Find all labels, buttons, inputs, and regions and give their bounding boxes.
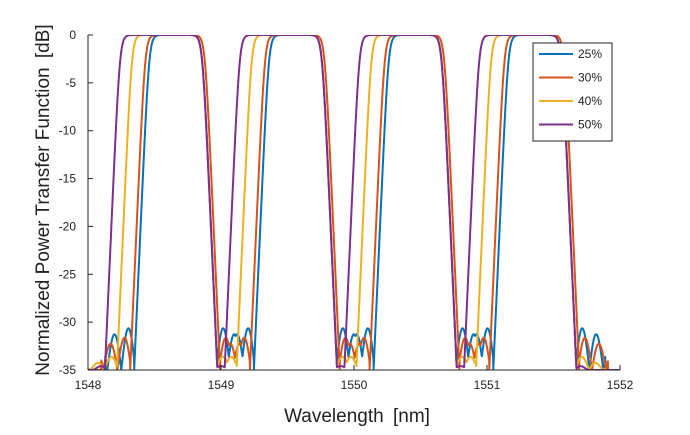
legend-entry-40pct: 40% [539,94,602,108]
plot-area [88,35,620,370]
series-line-25pct [88,35,620,370]
legend-label: 30% [578,71,602,85]
x-axis-unit: [nm] [393,406,430,427]
x-tick-label: 1550 [341,378,368,392]
x-axis-label: Wavelength [284,406,384,427]
x-tick-label: 1548 [75,378,102,392]
y-tick-label: -35 [59,363,77,377]
series-25pct [88,35,620,370]
legend-entry-30pct: 30% [539,71,602,85]
x-tick-label: 1549 [208,378,235,392]
y-tick-label: -30 [59,315,77,329]
legend-entry-50pct: 50% [539,118,602,132]
legend: 25% 30% 40% 50% [532,42,613,142]
y-tick-label: 0 [69,28,76,42]
y-tick-label: -25 [59,267,77,281]
series-30pct [88,35,620,370]
legend-label: 40% [578,94,602,108]
series-line-40pct [88,35,620,370]
series-line-30pct [88,35,620,370]
y-tick-label: -5 [65,76,76,90]
y-tick-label: -20 [59,219,77,233]
x-tick-label: 1551 [474,378,501,392]
y-axis-unit: [dB] [33,24,54,58]
y-tick-label: -10 [59,124,77,138]
x-tick-label: 1552 [607,378,634,392]
ticks-layer: 1548 1549 1550 1551 1552 0 -5 -10 -15 -20 -25 -30 -3… [59,28,634,392]
legend-label: 50% [578,118,602,132]
y-tick-label: -15 [59,172,77,186]
y-axis-label: Normalized Power Transfer Function [33,67,54,375]
series-line-50pct [88,35,620,370]
legend-entry-25pct: 25% [539,47,602,61]
plot-background [88,35,620,370]
series-layer [88,35,620,370]
x-axis-title: Wavelength [nm] [284,406,430,427]
series-50pct [88,35,620,370]
series-40pct [88,35,620,370]
y-axis-title: Normalized Power Transfer Function [dB] [33,24,54,375]
legend-label: 25% [578,47,602,61]
